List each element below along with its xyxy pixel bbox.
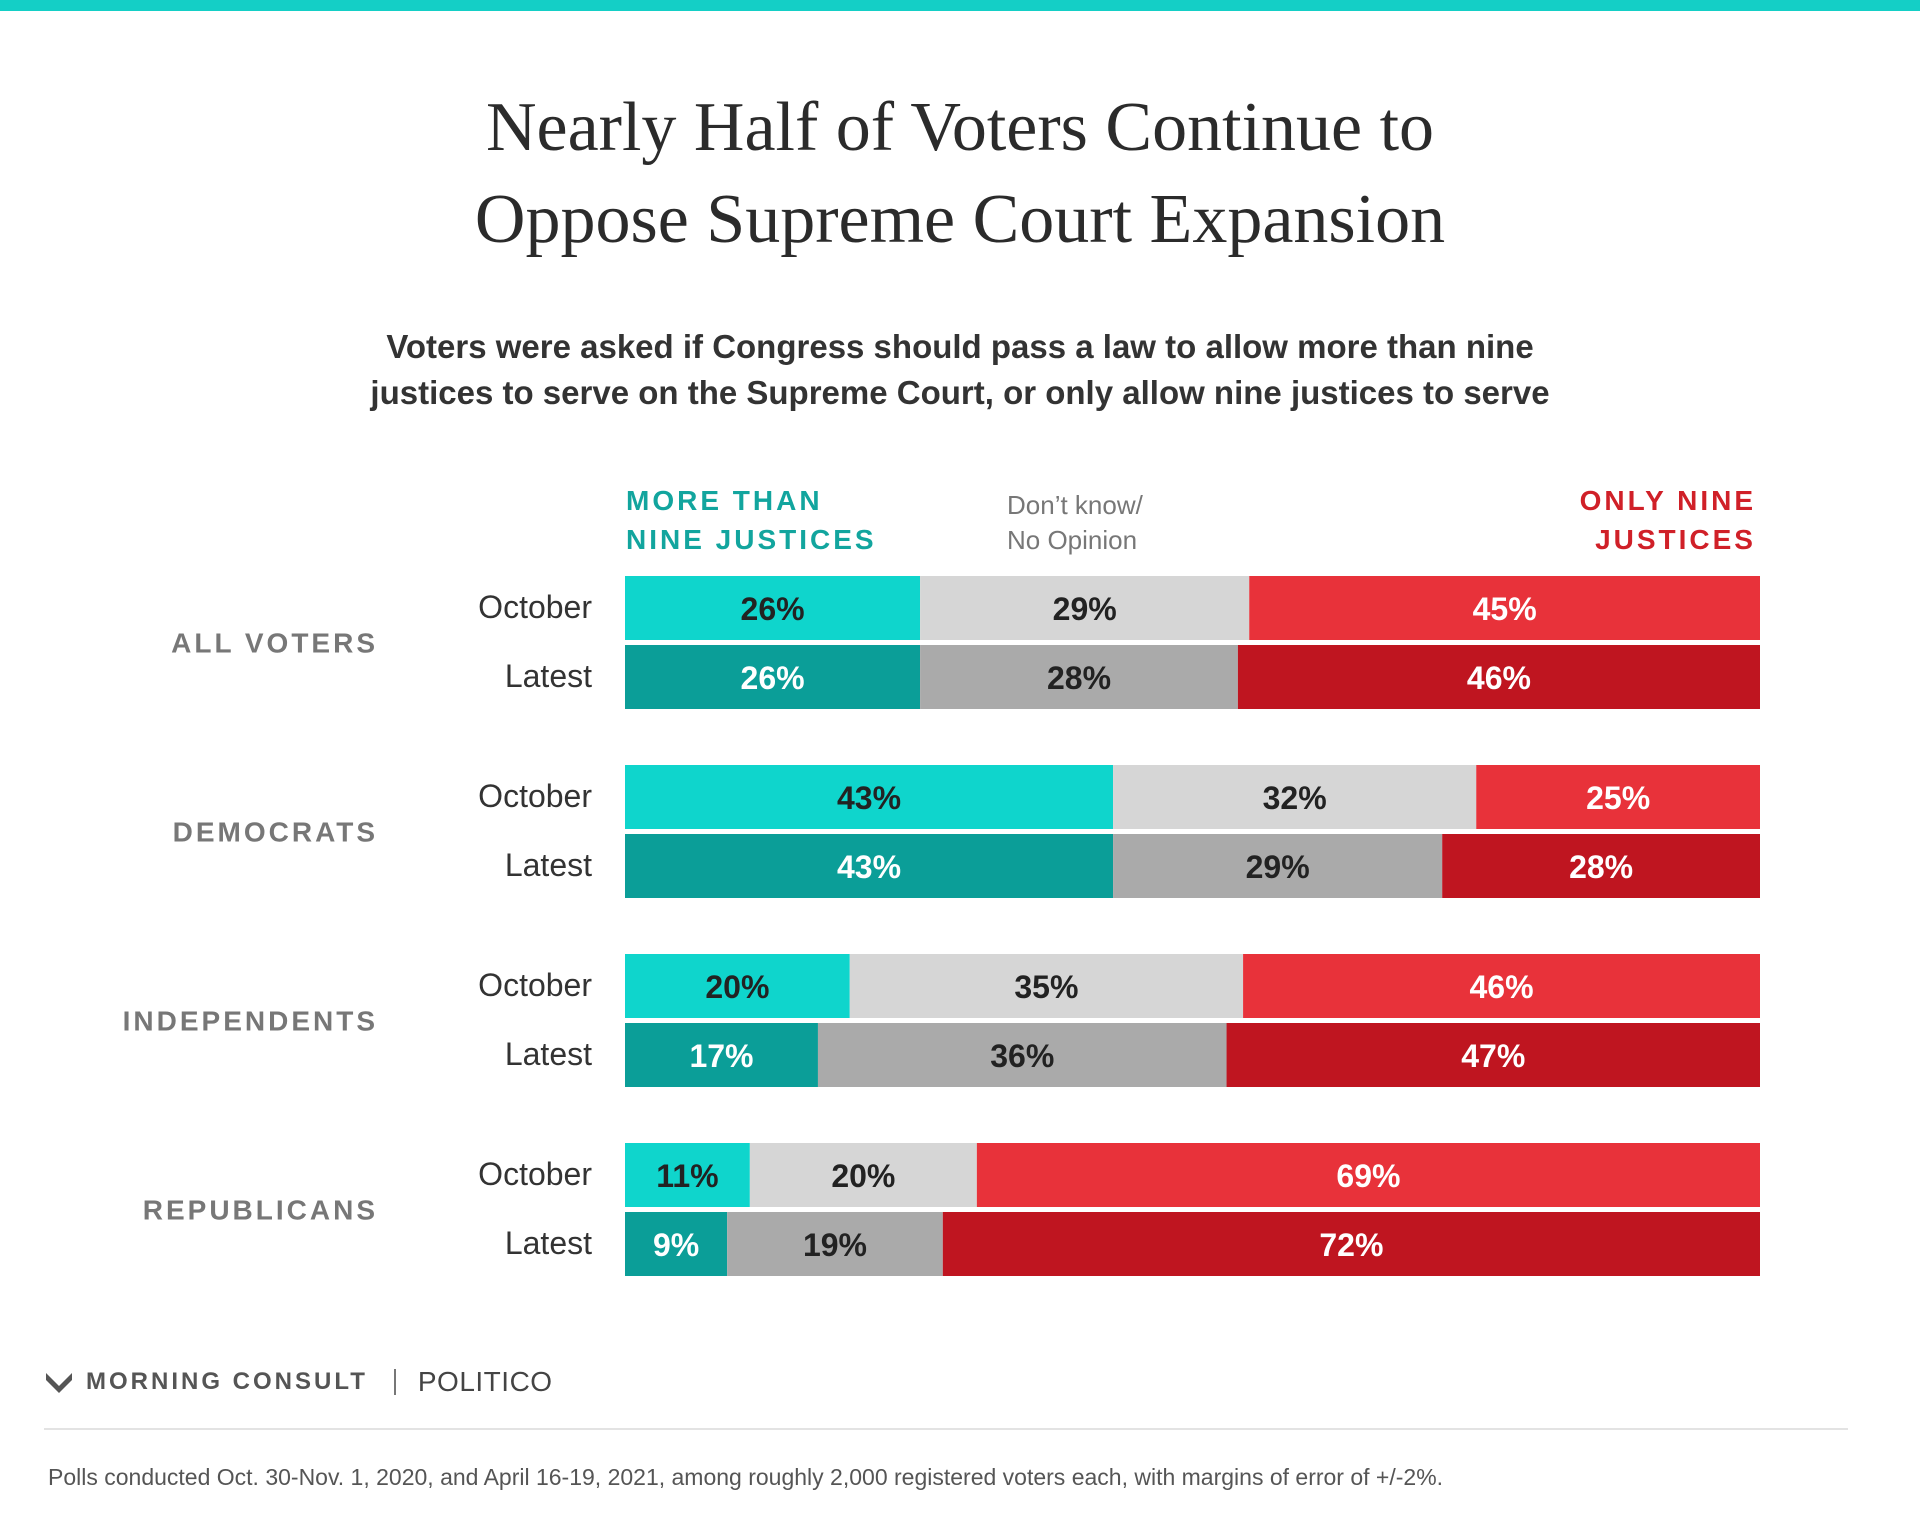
bar-segment bbox=[817, 1023, 1227, 1087]
bar-segment bbox=[1243, 954, 1760, 1018]
row-label: October bbox=[478, 778, 592, 814]
row-label: Latest bbox=[505, 1036, 592, 1072]
chart-title-line-2: Oppose Supreme Court Expansion bbox=[474, 181, 1446, 258]
legend-more-than-nine: NINE JUSTICES bbox=[626, 524, 877, 555]
row-label: October bbox=[478, 967, 592, 1003]
chart-title-line-1: Nearly Half of Voters Continue to bbox=[485, 89, 1435, 166]
row-label: October bbox=[478, 589, 592, 625]
data-label: 46% bbox=[1467, 660, 1531, 696]
data-label: 72% bbox=[1319, 1227, 1383, 1263]
bar-segment bbox=[1113, 834, 1443, 898]
group-label: REPUBLICANS bbox=[143, 1195, 378, 1226]
legend-dont-know: Don’t know/ bbox=[1007, 490, 1144, 520]
politico-brand: POLITICO bbox=[417, 1366, 553, 1397]
bar-segment bbox=[625, 576, 921, 640]
data-label: 20% bbox=[831, 1158, 895, 1194]
row-label: Latest bbox=[505, 658, 592, 694]
data-label: 35% bbox=[1014, 969, 1078, 1005]
bar-segment bbox=[1113, 765, 1477, 829]
legend-only-nine: ONLY NINE bbox=[1580, 485, 1756, 516]
data-label: 17% bbox=[689, 1038, 753, 1074]
data-label: 20% bbox=[705, 969, 769, 1005]
bar-segment bbox=[625, 834, 1114, 898]
data-label: 28% bbox=[1047, 660, 1111, 696]
legend-more-than-nine: MORE THAN bbox=[626, 485, 823, 516]
bar-segment bbox=[625, 765, 1114, 829]
bar-segment bbox=[920, 576, 1250, 640]
row-label: October bbox=[478, 1156, 592, 1192]
data-label: 29% bbox=[1246, 849, 1310, 885]
bar-segment bbox=[849, 954, 1244, 1018]
data-label: 26% bbox=[741, 660, 805, 696]
bar-segment bbox=[942, 1212, 1760, 1276]
data-label: 29% bbox=[1053, 591, 1117, 627]
bar-segment bbox=[1476, 765, 1760, 829]
data-label: 47% bbox=[1461, 1038, 1525, 1074]
data-label: 69% bbox=[1336, 1158, 1400, 1194]
data-label: 43% bbox=[837, 849, 901, 885]
data-label: 19% bbox=[803, 1227, 867, 1263]
data-label: 11% bbox=[656, 1158, 718, 1194]
legend-dont-know: No Opinion bbox=[1007, 525, 1137, 555]
bar-segment bbox=[625, 1212, 728, 1276]
chart-subtitle-line-1: Voters were asked if Congress should pas… bbox=[386, 328, 1534, 365]
bar-segment bbox=[1249, 576, 1760, 640]
bar-segment bbox=[727, 1212, 943, 1276]
data-label: 32% bbox=[1263, 780, 1327, 816]
bar-segment bbox=[1442, 834, 1760, 898]
bar-segment bbox=[976, 1143, 1760, 1207]
bar-segment bbox=[749, 1143, 977, 1207]
morning-consult-logo-icon bbox=[46, 1373, 72, 1393]
bar-segment bbox=[1226, 1023, 1760, 1087]
bar-segment bbox=[920, 645, 1238, 709]
chart-subtitle-line-2: justices to serve on the Supreme Court, … bbox=[370, 374, 1550, 411]
bar-segment bbox=[625, 645, 921, 709]
legend-only-nine: JUSTICES bbox=[1595, 524, 1756, 555]
accent-top-bar bbox=[0, 0, 1920, 11]
bar-segment bbox=[1237, 645, 1760, 709]
data-label: 25% bbox=[1586, 780, 1650, 816]
footer-divider bbox=[44, 1428, 1848, 1430]
data-label: 45% bbox=[1473, 591, 1537, 627]
morning-consult-brand: MORNING CONSULT bbox=[86, 1368, 368, 1395]
bar-segment bbox=[625, 954, 850, 1018]
data-label: 28% bbox=[1569, 849, 1633, 885]
group-label: INDEPENDENTS bbox=[123, 1006, 378, 1037]
group-label: ALL VOTERS bbox=[171, 628, 378, 659]
data-label: 43% bbox=[837, 780, 901, 816]
data-label: 46% bbox=[1470, 969, 1534, 1005]
logo-separator bbox=[393, 1369, 396, 1395]
data-label: 36% bbox=[990, 1038, 1054, 1074]
data-label: 26% bbox=[741, 591, 805, 627]
footer-logos: MORNING CONSULT POLITICO bbox=[44, 1366, 553, 1398]
bar-segment bbox=[625, 1143, 750, 1207]
row-label: Latest bbox=[505, 847, 592, 883]
group-label: DEMOCRATS bbox=[173, 817, 378, 848]
methodology-note: Polls conducted Oct. 30-Nov. 1, 2020, an… bbox=[48, 1464, 1444, 1490]
row-label: Latest bbox=[505, 1225, 592, 1261]
bar-segment bbox=[625, 1023, 818, 1087]
data-label: 9% bbox=[653, 1227, 699, 1263]
